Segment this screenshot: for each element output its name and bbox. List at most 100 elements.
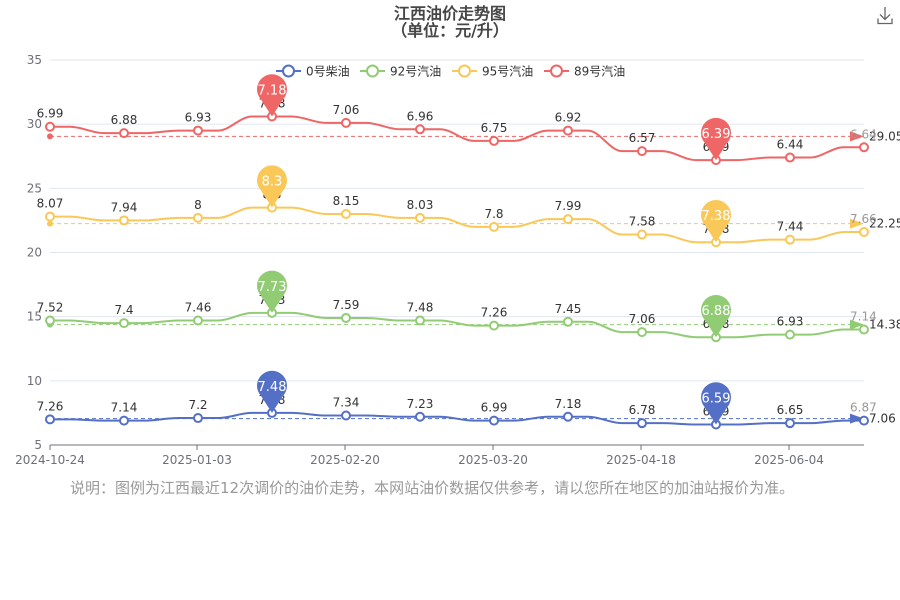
data-point: [637, 146, 647, 157]
data-label: 7.58: [629, 215, 656, 229]
series-line: [50, 115, 864, 162]
y-tick-label: 20: [27, 246, 42, 260]
data-point: [637, 229, 647, 240]
average-label: 7.06: [869, 412, 896, 426]
average-start-dot: [47, 220, 53, 227]
y-tick-label: 15: [27, 310, 42, 324]
data-point: [785, 234, 795, 245]
data-label: 7.26: [481, 306, 508, 320]
series-line: [50, 411, 864, 426]
data-label: 6.99: [37, 107, 64, 121]
data-point: [859, 226, 869, 237]
data-label: 7.18: [555, 397, 582, 411]
data-label: 7.44: [777, 220, 804, 234]
y-tick-label: 30: [27, 117, 42, 131]
data-label: 7.48: [407, 301, 434, 315]
chart-title: 江西油价走势图: [393, 4, 506, 23]
x-tick-label: 2025-01-03: [162, 453, 232, 467]
average-arrow: [850, 218, 864, 229]
data-point: [563, 214, 573, 225]
data-point: [45, 414, 55, 425]
disclaimer-note: 说明：图例为江西最近12次调价的油价走势，本网站油价数据仅供参考，请以您所在地区…: [70, 479, 795, 497]
legend-marker: [458, 64, 471, 78]
data-point: [119, 215, 129, 226]
data-point: [489, 135, 499, 146]
data-label: 6.57: [629, 131, 656, 145]
chart-subtitle: （单位：元/升）: [391, 21, 509, 40]
data-label: 7.06: [333, 103, 360, 117]
x-tick-label: 2025-03-20: [458, 453, 528, 467]
series-line: [50, 206, 864, 244]
data-label: 7.45: [555, 302, 582, 316]
data-point: [415, 212, 425, 223]
data-label: 6.92: [555, 111, 582, 125]
data-point: [859, 142, 869, 153]
series-line: [50, 311, 864, 339]
pin-marker: [701, 200, 732, 243]
data-point: [193, 212, 203, 223]
data-label: 7.52: [37, 301, 64, 315]
data-point: [45, 121, 55, 132]
data-label: 7.99: [555, 199, 582, 213]
x-tick-label: 2025-06-04: [754, 453, 824, 467]
data-point: [785, 418, 795, 429]
data-label: 8.03: [407, 198, 434, 212]
pin-marker: [257, 370, 288, 413]
legend-label: 89号汽油: [574, 64, 625, 79]
data-point: [489, 221, 499, 232]
data-point: [637, 418, 647, 429]
pin-label: 7.48: [258, 380, 287, 395]
data-label: 8: [194, 198, 202, 212]
data-label: 6.93: [185, 111, 212, 125]
pin-label: 6.88: [702, 304, 731, 319]
download-button[interactable]: [872, 4, 898, 28]
y-tick-label: 5: [34, 438, 42, 452]
pin-label: 8.3: [262, 175, 283, 190]
data-label: 6.88: [111, 113, 138, 127]
data-label: 6.87: [850, 401, 877, 415]
legend-marker: [366, 64, 379, 78]
data-point: [563, 125, 573, 136]
data-point: [859, 324, 869, 335]
x-tick-label: 2024-10-24: [15, 453, 85, 467]
data-point: [341, 312, 351, 323]
legend-label: 92号汽油: [390, 64, 441, 79]
legend-marker: [282, 64, 295, 78]
pin-label: 7.73: [258, 280, 287, 295]
average-arrow: [850, 319, 864, 330]
pin-label: 7.18: [258, 83, 287, 98]
data-label: 7.14: [850, 310, 877, 324]
data-point: [341, 117, 351, 128]
data-label: 6.64: [850, 127, 877, 141]
data-point: [859, 415, 869, 426]
data-point: [415, 411, 425, 422]
data-point: [119, 318, 129, 329]
data-point: [489, 320, 499, 331]
data-point: [415, 124, 425, 135]
pin-label: 6.59: [702, 391, 731, 406]
data-label: 6.93: [777, 315, 804, 329]
pin-marker: [701, 295, 732, 338]
y-tick-label: 10: [27, 374, 42, 388]
data-point: [193, 125, 203, 136]
data-point: [415, 315, 425, 326]
data-label: 8.15: [333, 194, 360, 208]
pin-label: 7.38: [702, 209, 731, 224]
data-label: 7.66: [850, 212, 877, 226]
data-point: [45, 211, 55, 222]
pin-marker: [257, 270, 288, 313]
data-point: [341, 209, 351, 219]
data-label: 7.94: [111, 200, 138, 214]
pin-marker: [257, 74, 288, 117]
data-label: 7.4: [114, 303, 133, 317]
data-label: 7.8: [484, 207, 503, 221]
data-label: 6.44: [777, 138, 804, 152]
data-label: 6.78: [629, 403, 656, 417]
data-point: [563, 411, 573, 422]
pin-marker: [701, 382, 732, 425]
data-point: [45, 315, 55, 326]
data-label: 7.59: [333, 298, 360, 312]
pin-marker: [257, 165, 288, 208]
pin-marker: [701, 117, 732, 161]
